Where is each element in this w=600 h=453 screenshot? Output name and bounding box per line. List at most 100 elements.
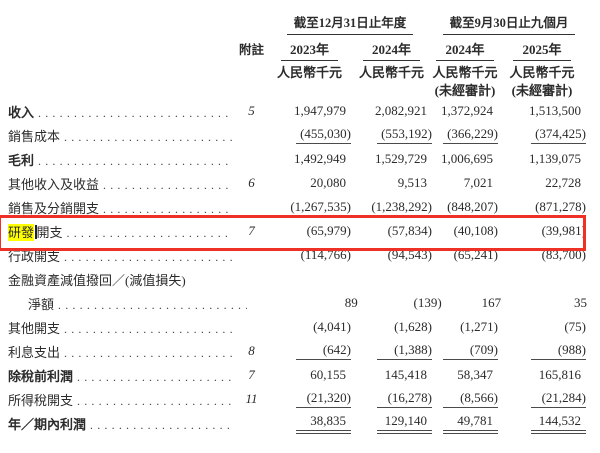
row-label-text: 年／期內利潤 [8, 416, 87, 432]
cell: (75) [564, 319, 586, 334]
note-ref: 8 [248, 343, 255, 358]
unaudited-note: (未經審計) [434, 83, 496, 98]
row-selling-distribution-expenses: 銷售及分銷開支 (1,267,535) (1,238,292) (848,207… [8, 195, 592, 219]
cell: 1,139,075 [529, 151, 581, 166]
header-unit-row: 人民幣千元 人民幣千元 人民幣千元 人民幣千元 [8, 61, 592, 82]
row-label-text: 其他開支 [8, 320, 61, 336]
row-label-rest: 開支 [36, 224, 63, 240]
cell: 22,728 [545, 175, 581, 190]
year-header-2024-9m: 2024年 [432, 39, 498, 61]
row-cost-of-sales: 銷售成本 (455,030) (553,192) (366,229) (374,… [8, 123, 592, 147]
cell: (39,981) [541, 223, 586, 238]
unit-header: 人民幣千元 [432, 65, 498, 80]
header-year-row: 附註 2023年 2024年 2024年 2025年 [8, 31, 592, 61]
cell: 1,006,695 [441, 151, 493, 166]
cell: (16,278) [351, 390, 432, 408]
cell: (65,241) [453, 247, 498, 262]
cell: (553,192) [351, 126, 432, 144]
cell: (642) [268, 342, 351, 360]
row-label: 其他收入及收益 [8, 174, 235, 193]
cell: (848,207) [447, 199, 498, 214]
dot-leader [77, 370, 232, 385]
cell: 167 [481, 295, 502, 310]
col-group-year-ended: 截至12月31日止年度 [268, 12, 432, 35]
unit-header: 人民幣千元 [358, 65, 424, 80]
cell: 1,529,729 [375, 151, 427, 166]
dot-leader [64, 346, 232, 361]
cell: 58,347 [457, 367, 493, 382]
search-highlight: 研發 [8, 223, 35, 241]
cell: 1,492,949 [294, 151, 346, 166]
header-unaudited-row: (未經審計) (未經審計) [8, 82, 592, 99]
row-label-text: 除稅前利潤 [8, 368, 74, 384]
cell: 60,155 [310, 367, 346, 382]
row-label-text: 銷售成本 [8, 128, 61, 144]
row-label-text: 所得稅開支 [8, 392, 74, 408]
row-label-text: 收入 [8, 104, 35, 120]
cell: 89 [344, 295, 358, 310]
row-impairment-financial-assets: 金融資產減值撥回／(減值損失) [8, 267, 592, 291]
cell: 49,781 [432, 413, 498, 434]
row-label: 金融資產減值撥回／(減值損失) [8, 270, 235, 289]
cell: 129,140 [351, 413, 432, 434]
cell: 9,513 [397, 175, 427, 190]
row-label: 收入 [8, 102, 235, 121]
row-label-text: 其他收入及收益 [8, 176, 100, 192]
dot-leader [64, 130, 232, 145]
row-other-income-and-gains: 其他收入及收益 6 20,080 9,513 7,021 22,728 [8, 171, 592, 195]
row-label: 除稅前利潤 [8, 366, 235, 385]
row-label: 研發 開支 [8, 222, 235, 241]
row-label: 利息支出 [8, 342, 235, 361]
row-label-text: 利息支出 [8, 344, 61, 360]
row-label: 年／期內利潤 [8, 414, 235, 433]
row-label: 行政開支 [8, 246, 235, 265]
cell: 1,513,500 [529, 103, 581, 118]
note-ref: 7 [248, 223, 255, 238]
row-income-tax-expense: 所得稅開支 11 (21,320) (16,278) (8,566) (21,2… [8, 387, 592, 411]
row-label-text: 毛利 [8, 152, 35, 168]
cell: 20,080 [310, 175, 346, 190]
cell: (1,388) [351, 342, 432, 360]
row-label-text: 淨額 [28, 296, 55, 312]
cell: (988) [498, 342, 586, 360]
row-label: 所得稅開支 [8, 390, 235, 409]
row-label: 毛利 [8, 150, 235, 169]
dot-leader [64, 250, 232, 265]
cell: (8,566) [432, 390, 498, 408]
year-header-2025-9m: 2025年 [498, 39, 586, 61]
dot-leader [77, 394, 232, 409]
cell: 144,532 [498, 413, 586, 434]
note-ref: 11 [245, 391, 258, 406]
year-header-2023: 2023年 [268, 39, 351, 61]
dot-leader [67, 226, 232, 241]
cell: 7,021 [463, 175, 493, 190]
dot-leader [103, 178, 232, 193]
cell: (1,271) [460, 319, 498, 334]
cell: (709) [432, 342, 498, 360]
unit-header: 人民幣千元 [509, 65, 575, 80]
dot-leader [38, 154, 232, 169]
dot-leader [58, 298, 246, 313]
cell: (4,041) [313, 319, 351, 334]
unit-header: 人民幣千元 [276, 65, 342, 80]
dot-leader [38, 106, 232, 121]
cell: (1,238,292) [371, 199, 432, 214]
col-group-nine-months: 截至9月30日止九個月 [432, 12, 586, 35]
cell: (65,979) [306, 223, 351, 238]
col-group-title: 截至9月30日止九個月 [442, 12, 576, 35]
row-label: 其他開支 [8, 318, 235, 337]
row-interest-expense: 利息支出 8 (642) (1,388) (709) (988) [8, 339, 592, 363]
cell: (374,425) [498, 126, 586, 144]
cell: 1,372,924 [441, 103, 493, 118]
cell: 38,835 [268, 413, 351, 434]
row-revenue: 收入 5 1,947,979 2,082,921 1,372,924 1,513… [8, 99, 592, 123]
cell: (366,229) [432, 126, 498, 144]
note-ref: 6 [248, 175, 255, 190]
row-gross-profit: 毛利 1,492,949 1,529,729 1,006,695 1,139,0… [8, 147, 592, 171]
row-label-text: 行政開支 [8, 248, 61, 264]
row-label-text: 金融資產減值撥回／(減值損失) [8, 272, 186, 288]
row-label: 銷售及分銷開支 [8, 198, 235, 217]
cell: (455,030) [268, 126, 351, 144]
